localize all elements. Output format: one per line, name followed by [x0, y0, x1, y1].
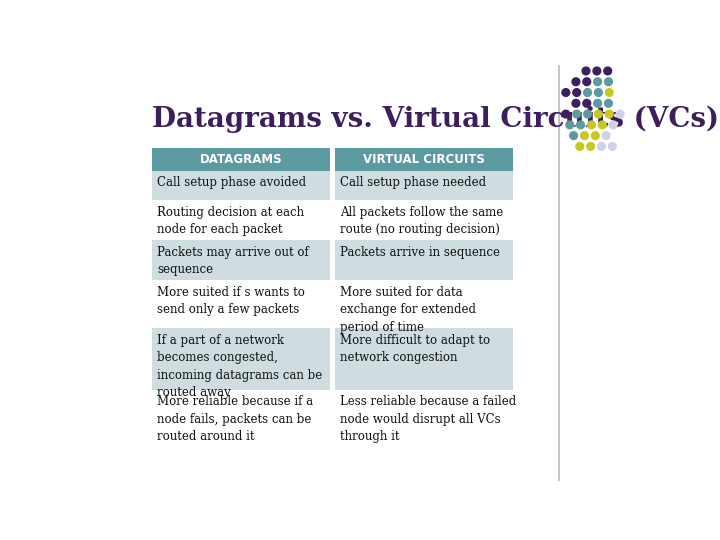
Bar	[152, 328, 330, 390]
Bar	[335, 240, 513, 280]
Text: More suited if s wants to
send only a few packets: More suited if s wants to send only a fe…	[158, 286, 305, 316]
Circle shape	[580, 132, 588, 139]
Bar	[335, 328, 513, 390]
Circle shape	[616, 110, 624, 118]
Bar	[335, 280, 513, 328]
Text: If a part of a network
becomes congested,
incoming datagrams can be
routed away: If a part of a network becomes congested…	[158, 334, 323, 399]
Circle shape	[573, 110, 580, 118]
Circle shape	[562, 110, 570, 118]
Circle shape	[583, 78, 590, 86]
Circle shape	[593, 67, 600, 75]
Bar	[335, 390, 513, 450]
Circle shape	[583, 99, 590, 107]
Circle shape	[594, 99, 601, 107]
Text: Packets arrive in sequence: Packets arrive in sequence	[341, 246, 500, 259]
Circle shape	[587, 143, 595, 150]
Bar	[152, 148, 330, 171]
Text: Packets may arrive out of
sequence: Packets may arrive out of sequence	[158, 246, 309, 276]
Bar	[152, 200, 330, 240]
Circle shape	[584, 110, 591, 118]
Text: More suited for data
exchange for extended
period of time: More suited for data exchange for extend…	[341, 286, 477, 334]
Circle shape	[566, 121, 574, 129]
Bar	[152, 280, 330, 328]
Circle shape	[598, 143, 606, 150]
Circle shape	[594, 78, 601, 86]
Circle shape	[572, 99, 580, 107]
Circle shape	[582, 67, 590, 75]
Text: VIRTUAL CIRCUITS: VIRTUAL CIRCUITS	[363, 153, 485, 166]
Text: Datagrams vs. Virtual Circuits (VCs): Datagrams vs. Virtual Circuits (VCs)	[152, 105, 719, 132]
Bar	[335, 171, 513, 200]
Text: More reliable because if a
node fails, packets can be
routed around it: More reliable because if a node fails, p…	[158, 395, 313, 443]
Text: Less reliable because a failed
node would disrupt all VCs
through it: Less reliable because a failed node woul…	[341, 395, 516, 443]
Circle shape	[595, 110, 602, 118]
Circle shape	[576, 143, 584, 150]
Circle shape	[588, 121, 595, 129]
Circle shape	[605, 78, 612, 86]
Circle shape	[606, 89, 613, 96]
Circle shape	[608, 143, 616, 150]
Circle shape	[609, 121, 617, 129]
Bar	[335, 200, 513, 240]
Circle shape	[562, 89, 570, 96]
Bar	[152, 390, 330, 450]
Circle shape	[591, 132, 599, 139]
Text: Call setup phase needed: Call setup phase needed	[341, 177, 487, 190]
Text: All packets follow the same
route (no routing decision): All packets follow the same route (no ro…	[341, 206, 503, 236]
Circle shape	[605, 99, 612, 107]
Circle shape	[570, 132, 577, 139]
Circle shape	[602, 132, 610, 139]
Circle shape	[572, 78, 580, 86]
Circle shape	[577, 121, 585, 129]
Text: Call setup phase avoided: Call setup phase avoided	[158, 177, 307, 190]
Circle shape	[598, 121, 606, 129]
Circle shape	[584, 89, 591, 96]
Text: DATAGRAMS: DATAGRAMS	[200, 153, 282, 166]
Circle shape	[595, 89, 602, 96]
Circle shape	[573, 89, 580, 96]
Text: Routing decision at each
node for each packet: Routing decision at each node for each p…	[158, 206, 305, 236]
Bar	[335, 148, 513, 171]
Circle shape	[606, 110, 613, 118]
Bar	[152, 240, 330, 280]
Text: More difficult to adapt to
network congestion: More difficult to adapt to network conge…	[341, 334, 490, 364]
Circle shape	[604, 67, 611, 75]
Bar	[152, 171, 330, 200]
